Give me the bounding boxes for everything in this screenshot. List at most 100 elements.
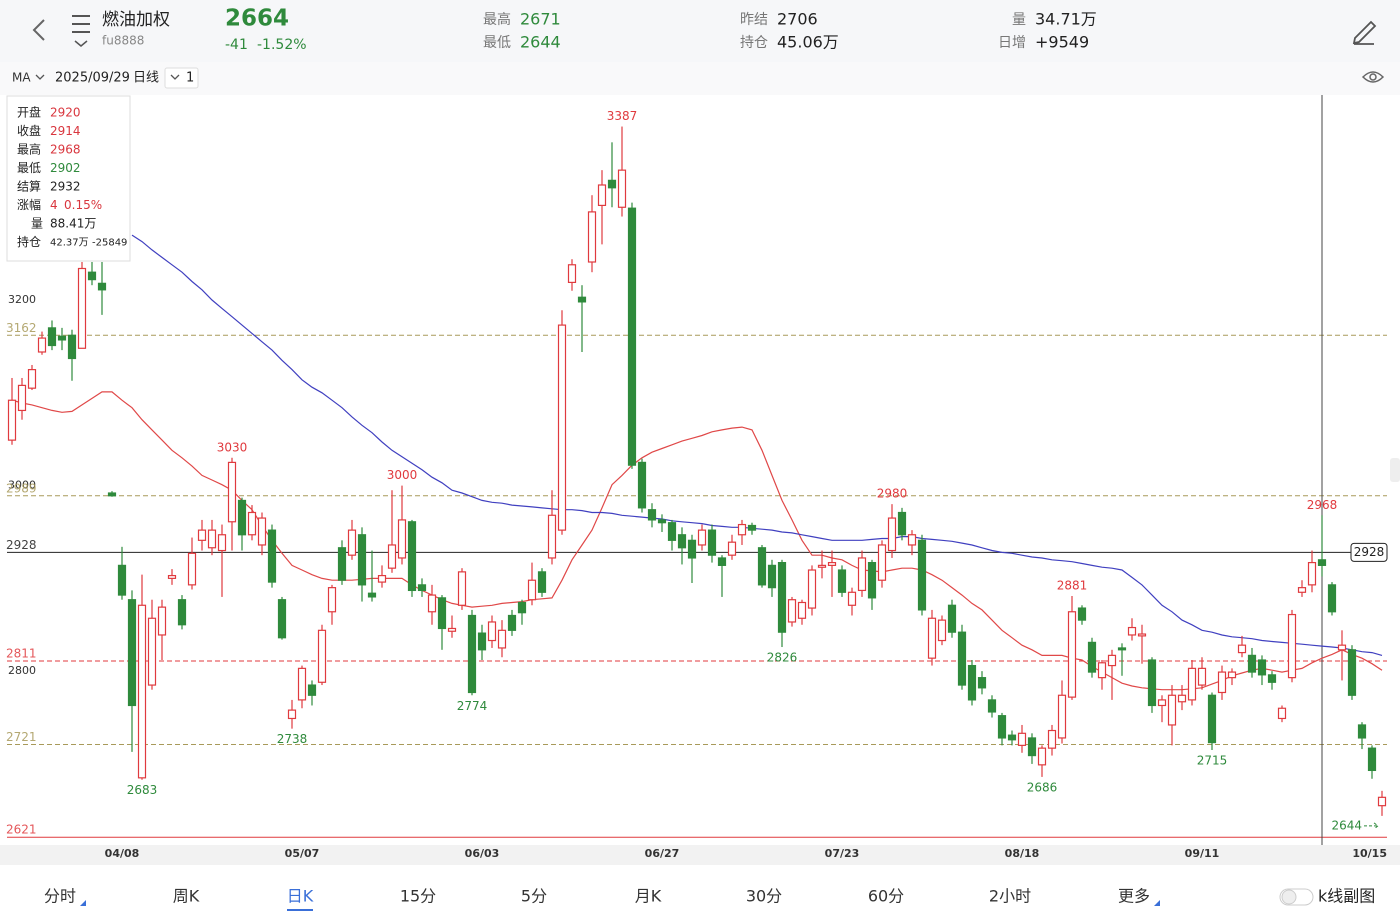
tab[interactable]: 周K [173, 887, 200, 906]
tab[interactable]: 60分 [868, 887, 904, 906]
candle-body [227, 461, 237, 523]
candle-body [357, 534, 367, 586]
stat-value: 45.06万 [777, 33, 839, 52]
candle-body [1287, 613, 1297, 679]
candle-body [1317, 559, 1327, 566]
info-label: 收盘 [17, 123, 41, 138]
low-label: 2738 [277, 732, 308, 746]
tab[interactable]: 15分 [400, 887, 436, 906]
high-label: 3000 [387, 468, 418, 482]
candle-body [837, 569, 847, 593]
x-tick-label: 08/18 [1005, 847, 1040, 860]
candle-body [177, 599, 187, 626]
eye-icon[interactable] [1361, 71, 1385, 83]
stat-value: 2706 [777, 10, 818, 29]
candle-body [67, 334, 77, 360]
candle-body [267, 529, 277, 583]
count: 1 [186, 71, 194, 86]
candle-body [757, 547, 767, 586]
candle-body [1097, 662, 1107, 679]
last-price: 2664 [225, 6, 289, 32]
candle-body [997, 715, 1007, 739]
candle-body [1037, 747, 1047, 766]
candle-body [327, 587, 337, 613]
indicator[interactable]: MA [12, 71, 31, 85]
x-tick-label: 06/03 [465, 847, 500, 860]
candle-body [617, 169, 627, 208]
candle-body [777, 561, 787, 633]
info-value: 2920 [50, 106, 81, 120]
info-value: 2932 [50, 180, 81, 194]
tab[interactable]: 30分 [746, 887, 782, 906]
x-tick-label: 07/23 [825, 847, 860, 860]
x-tick-label: 05/07 [285, 847, 320, 860]
candle-body [647, 509, 657, 521]
candle-body [967, 664, 977, 701]
candle-body [687, 539, 697, 559]
tab[interactable]: 更多 [1118, 887, 1150, 906]
candle-body [517, 601, 527, 614]
stat-value: +9549 [1035, 33, 1089, 52]
tab[interactable]: 2小时 [989, 887, 1031, 906]
period: 日线 [133, 71, 159, 86]
candle-body [477, 632, 487, 651]
axis-bg [0, 845, 1400, 865]
back-button[interactable] [32, 19, 45, 41]
toolbar-bg [0, 62, 1400, 95]
tab[interactable]: 月K [635, 887, 662, 906]
candle-body [137, 604, 147, 779]
toggle[interactable] [1279, 888, 1314, 906]
stat-value: 2671 [520, 10, 561, 29]
candle-body [367, 592, 377, 598]
candle-body [337, 547, 347, 581]
tab[interactable]: 分时 [44, 887, 76, 906]
menu-icon[interactable] [72, 15, 90, 47]
tab[interactable]: 日K [287, 887, 314, 906]
price-level-label: 2621 [6, 823, 37, 837]
candle-body [207, 529, 217, 549]
candle-body [407, 521, 417, 592]
tab[interactable]: 5分 [521, 887, 547, 906]
candle-body [817, 564, 827, 568]
candle-body [217, 534, 227, 552]
edit-button[interactable] [1352, 20, 1377, 45]
candle-body [747, 524, 757, 531]
candle-body [467, 614, 477, 694]
candle-body [1057, 694, 1067, 739]
candle-body [557, 324, 567, 531]
candle-body [1217, 671, 1227, 694]
candle-body [1117, 647, 1127, 651]
low-label: 2686 [1027, 780, 1058, 794]
candle-body [497, 629, 507, 649]
info-value: 42.37万 [50, 238, 89, 249]
info-value: -25849 [92, 238, 127, 249]
candle-body [897, 511, 907, 536]
date: 2025/09/29 [55, 71, 130, 86]
side-handle[interactable] [1390, 458, 1400, 482]
ma-dropdown[interactable] [35, 74, 45, 80]
candle-body [657, 519, 667, 524]
y-tick-label: 3200 [8, 293, 36, 306]
candle-body [987, 699, 997, 713]
candle-body [1357, 724, 1367, 739]
candle-body [847, 591, 857, 606]
count-box[interactable] [164, 67, 199, 89]
info-label: 最高 [17, 142, 41, 157]
candle-body [1267, 674, 1277, 683]
candle-body [1167, 694, 1177, 726]
stat-label: 最低 [483, 35, 511, 51]
candle-body [697, 529, 707, 546]
info-value: 2902 [50, 161, 81, 175]
header-bg [0, 0, 1400, 62]
candle-body [1197, 667, 1207, 686]
info-value: 2968 [50, 143, 81, 157]
candle-body [827, 561, 837, 566]
candle-body [887, 517, 897, 552]
candle-body [957, 631, 967, 686]
candle-body [1087, 641, 1097, 673]
candle-body [607, 179, 617, 189]
candle-body [387, 544, 397, 569]
toggle-label[interactable]: k线副图 [1318, 887, 1375, 906]
candle-body [147, 617, 157, 686]
